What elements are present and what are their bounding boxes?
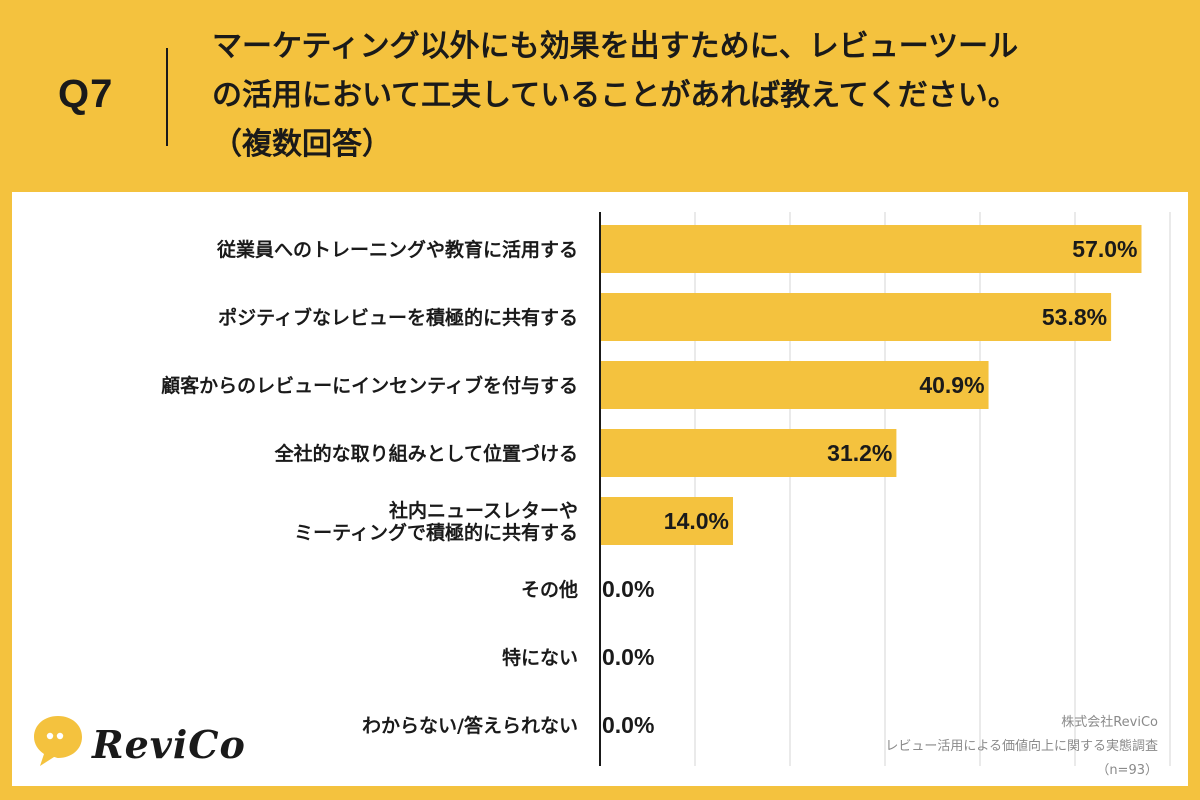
value-label: 53.8% <box>1042 304 1107 330</box>
value-label: 0.0% <box>602 576 654 602</box>
revico-logo: ReviCo <box>30 710 250 780</box>
category-label: 社内ニュースレターや <box>388 499 578 522</box>
value-label: 14.0% <box>664 508 729 534</box>
logo-wordmark: ReviCo <box>92 722 246 767</box>
bar <box>600 225 1142 273</box>
category-label: 全社的な取り組みとして位置づける <box>274 442 578 465</box>
category-label: 従業員へのトレーニングや教育に活用する <box>216 238 578 261</box>
value-label: 0.0% <box>602 644 654 670</box>
category-label: ミーティングで積極的に共有する <box>294 521 578 544</box>
category-label: 顧客からのレビューにインセンティブを付与する <box>161 374 578 397</box>
bar <box>600 361 989 409</box>
survey-title: レビュー活用による価値向上に関する実態調査 <box>885 739 1158 754</box>
category-label: 特にない <box>502 647 578 669</box>
bar <box>600 497 733 545</box>
question-text: マーケティング以外にも効果を出すために、レビューツール の活用において工夫してい… <box>212 22 1172 169</box>
speech-bubble-icon <box>34 716 82 766</box>
sample-size: （n=93） <box>1096 763 1158 778</box>
company-name: 株式会社ReviCo <box>1061 715 1158 730</box>
value-label: 31.2% <box>827 440 892 466</box>
question-line: （複数回答） <box>212 127 392 162</box>
value-label: 57.0% <box>1072 236 1137 262</box>
category-label: ポジティブなレビューを積極的に共有する <box>218 306 578 329</box>
header: Q7 マーケティング以外にも効果を出すために、レビューツール の活用において工夫… <box>0 0 1200 190</box>
question-line: マーケティング以外にも効果を出すために、レビューツール <box>212 29 1019 64</box>
header-divider <box>166 48 168 146</box>
value-label: 0.0% <box>602 712 654 738</box>
question-line: の活用において工夫していることがあれば教えてください。 <box>212 78 1018 113</box>
question-number: Q7 <box>58 72 114 116</box>
category-label: わからない/答えられない <box>362 714 578 737</box>
bar <box>600 429 897 477</box>
bar <box>600 293 1112 341</box>
value-label: 40.9% <box>919 372 984 398</box>
category-label: その他 <box>521 578 578 601</box>
source-note: 株式会社ReviCo レビュー活用による価値向上に関する実態調査 （n=93） <box>885 711 1158 783</box>
